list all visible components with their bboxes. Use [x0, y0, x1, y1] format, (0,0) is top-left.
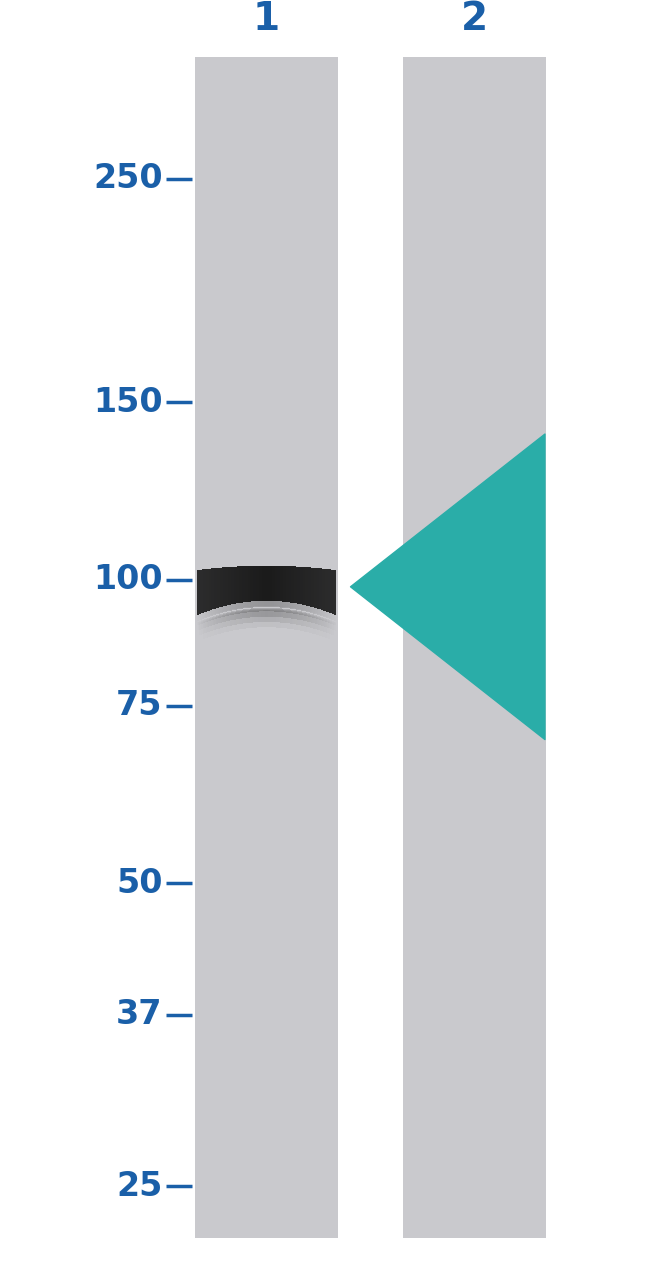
Bar — [195, 57, 338, 1238]
Text: 75: 75 — [116, 690, 162, 723]
Text: 2: 2 — [461, 0, 488, 38]
Text: 100: 100 — [93, 564, 162, 597]
Text: 50: 50 — [116, 866, 162, 899]
Text: 250: 250 — [93, 163, 162, 196]
Text: 25: 25 — [116, 1170, 162, 1203]
Text: 1: 1 — [253, 0, 280, 38]
Bar — [403, 57, 546, 1238]
Text: 37: 37 — [116, 998, 162, 1031]
Text: 150: 150 — [93, 386, 162, 419]
